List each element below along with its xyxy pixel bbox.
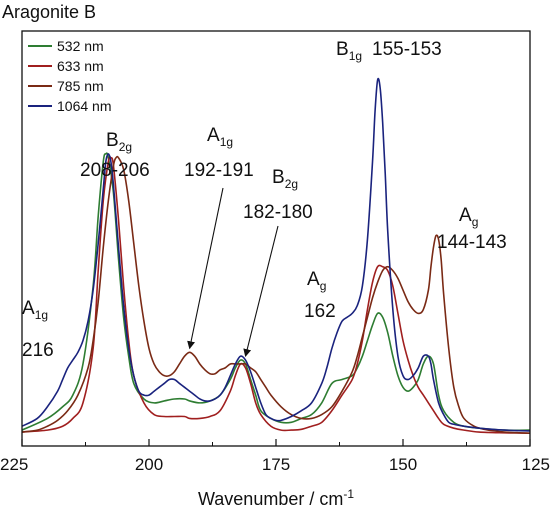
- annotation-value-b2g-208: 208-206: [80, 160, 150, 181]
- annotations: A1g 216 B2g 208-206 A1g 192-191 B2g 182-180 Ag 16…: [22, 39, 507, 361]
- annotation-value-a1g-192: 192-191: [184, 160, 254, 181]
- annotation-arrow-a1g-192: [187, 187, 224, 350]
- annotation-value-ag-144: 144-143: [437, 232, 507, 253]
- x-axis-ticks: 225 200 175 150 125: [0, 439, 550, 474]
- legend-label-1: 633 nm: [57, 58, 104, 74]
- series-layer: [21, 77, 531, 435]
- annotation-value-b2g-182: 182-180: [243, 202, 313, 223]
- series-line-3: [21, 77, 531, 432]
- legend-label-2: 785 nm: [57, 78, 104, 94]
- annotation-symbol-b2g-208: B2g: [106, 130, 132, 154]
- annotation-value-ag-162: 162: [304, 301, 336, 322]
- annotation-value-b1g-155: 155-153: [372, 39, 442, 60]
- x-tick-label: 175: [262, 455, 290, 474]
- series-line-1: [21, 156, 531, 435]
- x-tick-label: 125: [522, 455, 550, 474]
- series-line-2: [21, 155, 531, 435]
- annotation-symbol-ag-162: Ag: [307, 269, 326, 293]
- annotation-symbol-a1g-192: A1g: [207, 125, 233, 149]
- annotation-symbol-ag-144: Ag: [459, 205, 478, 229]
- legend-label-3: 1064 nm: [57, 98, 111, 114]
- x-axis-title: Wavenumber / cm-1: [198, 487, 354, 509]
- x-tick-label: 200: [135, 455, 163, 474]
- legend-label-0: 532 nm: [57, 38, 104, 54]
- annotation-symbol-b2g-182: B2g: [272, 167, 298, 191]
- chart-title: Aragonite B: [2, 2, 96, 22]
- x-axis-title-superscript: -1: [343, 487, 354, 501]
- x-tick-label: 150: [389, 455, 417, 474]
- annotation-symbol-a1g-216: A1g: [22, 298, 48, 322]
- annotation-arrow-b2g-182: [243, 225, 279, 358]
- annotation-symbol-b1g-155: B1g: [336, 39, 362, 63]
- annotation-value-a1g-216: 216: [22, 340, 54, 361]
- x-tick-label: 225: [0, 455, 28, 474]
- legend: 532 nm 633 nm 785 nm 1064 nm: [28, 38, 111, 114]
